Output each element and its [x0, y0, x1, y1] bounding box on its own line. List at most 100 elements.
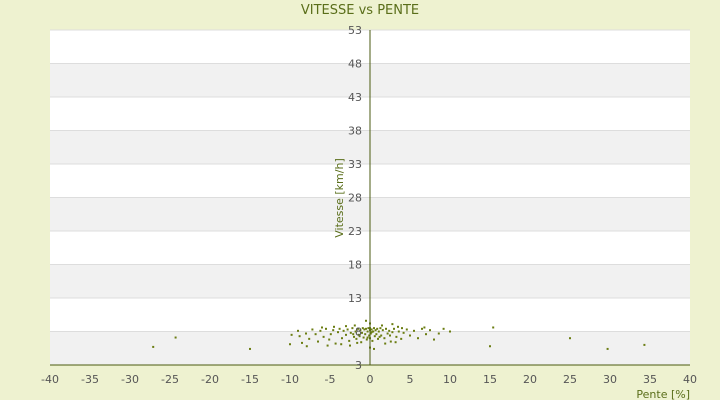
- data-point: [348, 339, 351, 342]
- data-point: [363, 328, 366, 331]
- y-tick-label: 33: [348, 158, 362, 171]
- x-tick-label: 15: [483, 373, 497, 386]
- x-tick-label: -20: [201, 373, 219, 386]
- data-point: [393, 327, 395, 330]
- data-point: [374, 329, 377, 332]
- data-point: [354, 330, 357, 333]
- y-tick-label: 43: [348, 91, 362, 104]
- data-point: [366, 336, 369, 339]
- x-tick-label: -10: [281, 373, 299, 386]
- data-point: [373, 335, 376, 338]
- data-point: [355, 337, 358, 340]
- data-point: [298, 335, 301, 338]
- data-point: [402, 331, 405, 334]
- data-point: [152, 345, 155, 348]
- data-point: [349, 331, 352, 334]
- data-point: [319, 329, 322, 332]
- data-point: [395, 335, 398, 338]
- data-point: [381, 329, 384, 332]
- x-tick-label: -40: [41, 373, 59, 386]
- data-point: [375, 333, 378, 336]
- data-point: [389, 340, 392, 343]
- data-point: [301, 341, 303, 344]
- data-point: [400, 337, 403, 340]
- data-point: [317, 340, 319, 343]
- data-point: [340, 343, 343, 346]
- data-point: [349, 344, 351, 347]
- data-point: [388, 329, 391, 332]
- data-point: [366, 330, 369, 333]
- y-tick-label: 18: [348, 259, 362, 272]
- data-point: [308, 337, 311, 340]
- x-tick-label: -30: [121, 373, 139, 386]
- data-point: [417, 337, 419, 340]
- data-point: [379, 327, 382, 330]
- y-tick-label: 53: [348, 24, 362, 37]
- x-tick-label: 30: [603, 373, 617, 386]
- data-point: [249, 347, 251, 350]
- x-tick-label: 10: [443, 373, 457, 386]
- data-point: [332, 329, 335, 332]
- y-tick-label: 3: [355, 359, 362, 372]
- data-point: [391, 323, 394, 326]
- data-point: [365, 327, 367, 330]
- data-point: [365, 319, 367, 322]
- data-point: [437, 332, 440, 335]
- y-tick-label: 48: [348, 58, 362, 71]
- data-point: [373, 347, 375, 350]
- y-tick-label: 28: [348, 192, 362, 205]
- x-tick-label: 5: [407, 373, 414, 386]
- data-point: [337, 331, 339, 334]
- x-tick-label: -35: [81, 373, 99, 386]
- data-point: [643, 343, 646, 346]
- data-point: [423, 326, 426, 329]
- data-point: [321, 326, 323, 329]
- data-point: [384, 342, 387, 345]
- data-point: [409, 334, 411, 337]
- data-point: [370, 331, 373, 334]
- data-point: [429, 329, 431, 332]
- data-point: [311, 328, 314, 331]
- data-point: [489, 345, 491, 348]
- data-point: [386, 332, 389, 335]
- data-point: [492, 326, 495, 329]
- y-tick-label: 38: [348, 125, 362, 138]
- data-point: [290, 333, 293, 336]
- data-point: [345, 325, 347, 328]
- data-point: [367, 327, 370, 330]
- data-point: [342, 329, 345, 332]
- data-point: [357, 333, 360, 336]
- data-point: [346, 328, 349, 331]
- data-point: [372, 330, 375, 333]
- data-point: [391, 331, 394, 334]
- data-point: [368, 334, 371, 337]
- data-point: [333, 325, 335, 328]
- x-tick-label: -25: [161, 373, 179, 386]
- x-tick-label: -5: [325, 373, 336, 386]
- data-point: [380, 334, 383, 337]
- axes: [50, 30, 690, 366]
- data-point: [397, 325, 399, 328]
- data-point: [373, 327, 375, 330]
- x-tick-label: 35: [643, 373, 657, 386]
- data-point: [353, 335, 355, 338]
- data-point: [449, 330, 451, 333]
- data-point: [361, 327, 364, 330]
- data-point: [370, 328, 373, 331]
- y-axis-label: Vitesse [km/h]: [333, 158, 346, 238]
- x-axis-label: Pente [%]: [636, 388, 690, 400]
- data-point: [606, 347, 609, 350]
- data-point: [442, 327, 445, 330]
- data-point: [329, 333, 332, 336]
- x-tick-label: 40: [683, 373, 697, 386]
- data-point: [326, 344, 329, 347]
- data-point: [394, 341, 397, 344]
- data-point: [174, 336, 177, 339]
- data-point: [338, 327, 341, 330]
- data-point: [433, 338, 435, 341]
- data-point: [377, 337, 379, 340]
- data-point: [359, 329, 362, 332]
- data-point: [322, 335, 325, 338]
- data-point: [305, 345, 308, 348]
